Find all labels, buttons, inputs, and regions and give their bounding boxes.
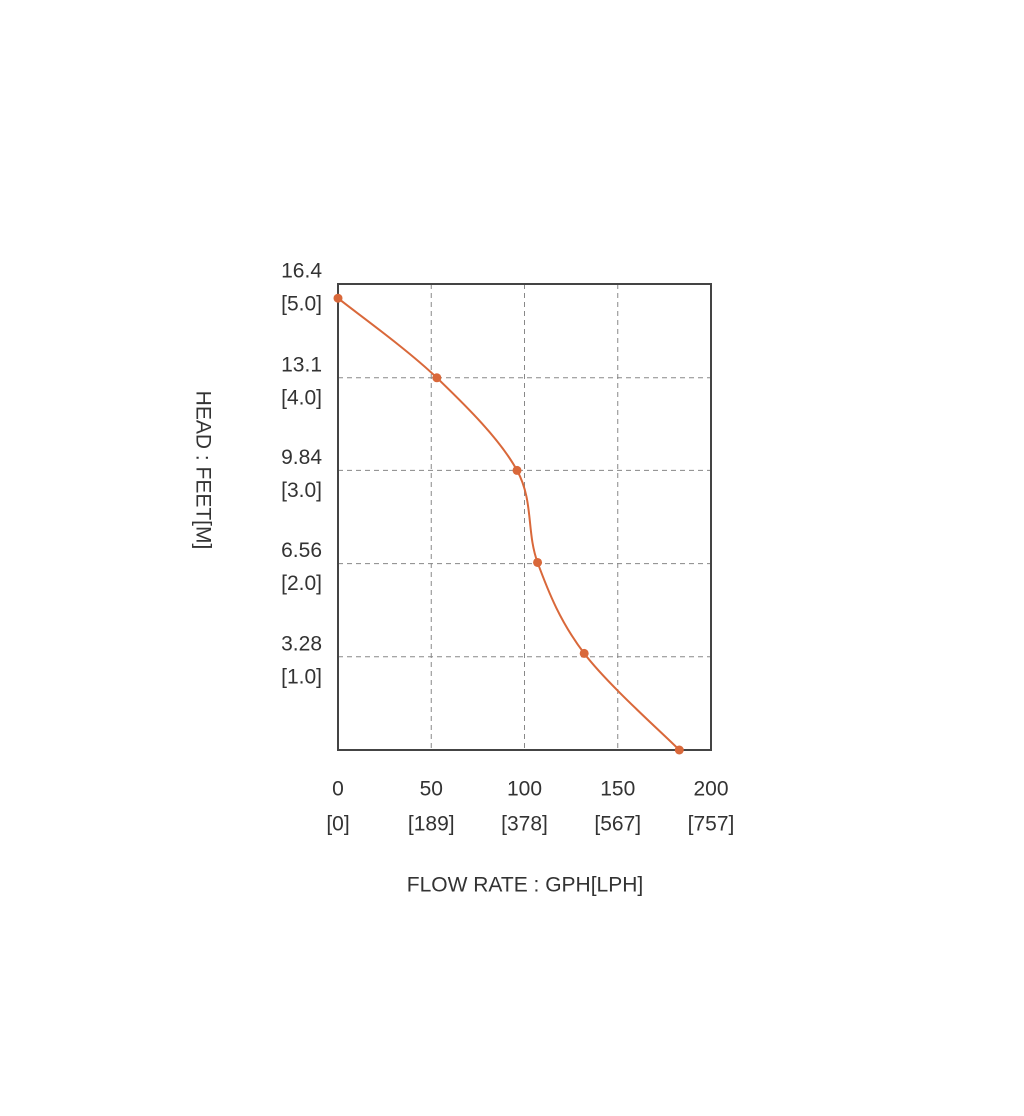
data-point [333,293,343,303]
x-tick-label: 200 [693,778,728,801]
data-point [512,465,522,475]
plot-frame [337,283,712,751]
y-tick-metric-label: [2.0] [281,572,322,595]
curve [337,297,681,751]
y-axis-label: HEAD : FEET[M] [191,391,214,550]
x-tick-label: 150 [600,778,635,801]
y-tick-label: 13.1 [281,353,322,376]
y-tick-label: 16.4 [281,260,322,283]
y-tick-metric-label: [5.0] [281,293,322,316]
y-tick-label: 6.56 [281,539,322,562]
y-tick-metric-label: [3.0] [281,479,322,502]
x-tick-metric-label: [378] [501,813,548,836]
x-tick-metric-label: [567] [594,813,641,836]
data-point [674,745,684,755]
x-axis-label: FLOW RATE : GPH[LPH] [407,874,643,897]
x-tick-metric-label: [189] [408,813,455,836]
data-point [579,648,589,658]
x-tick-label: 100 [507,778,542,801]
data-point [432,373,442,383]
x-tick-metric-label: [757] [688,813,735,836]
x-tick-label: 0 [332,778,344,801]
data-point [533,557,543,567]
y-tick-metric-label: [4.0] [281,386,322,409]
x-tick-label: 50 [420,778,443,801]
x-tick-metric-label: [0] [326,813,349,836]
y-tick-metric-label: [1.0] [281,665,322,688]
y-tick-label: 3.28 [281,632,322,655]
y-tick-label: 9.84 [281,446,322,469]
